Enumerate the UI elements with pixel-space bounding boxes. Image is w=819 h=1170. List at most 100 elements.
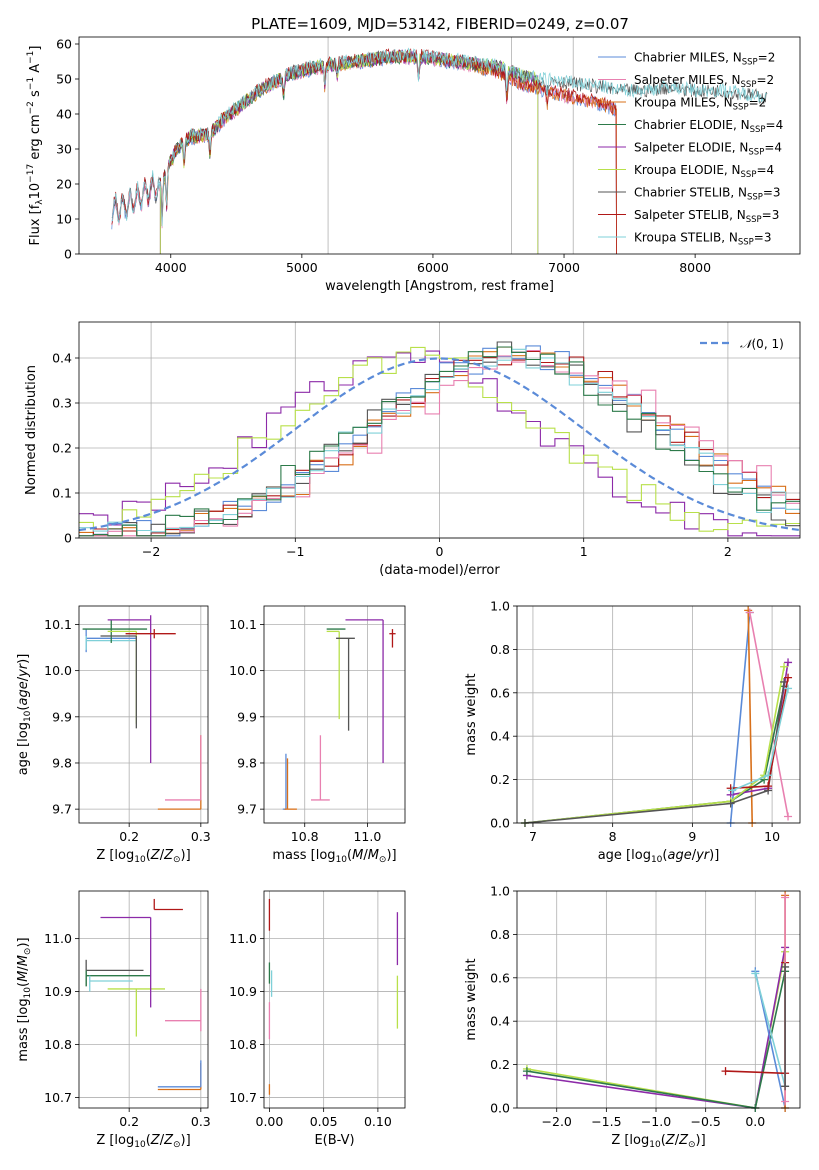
x-tick-label: −1 [286, 544, 304, 559]
x-axis-label: wavelength [Angstrom, rest frame] [325, 279, 554, 294]
mass-weight-marker [784, 658, 793, 667]
x-tick-label: 7000 [548, 260, 580, 275]
y-tick-label: 10.1 [229, 617, 257, 632]
axes-frame [263, 605, 406, 824]
y-tick-label: 10.0 [44, 663, 72, 678]
mass-weight-series [524, 686, 785, 824]
panel-age-vs-mass: 10.8 11.0 9.7 9.8 9.9 10.0 10.1 mass [log10(M/M… [229, 605, 406, 865]
x-tick-label: 11.0 [353, 829, 381, 844]
legend-label: Chabrier MILES, NSSP=2 [634, 51, 775, 68]
y-tick-label: 11.0 [229, 931, 257, 946]
mass-weight-marker [781, 893, 790, 902]
x-tick-label: 6000 [417, 260, 449, 275]
x-tick-label: 0.00 [256, 1114, 284, 1129]
mass-weight-marker [780, 662, 789, 671]
y-tick-label: 20 [56, 177, 72, 192]
axes-frame [516, 890, 801, 1109]
mass-weight-series [524, 666, 785, 824]
mass-weight-marker [764, 782, 773, 791]
y-tick-label: 10.9 [44, 984, 72, 999]
axes-frame [78, 36, 801, 255]
legend-label: 𝒩(0, 1) [740, 337, 784, 351]
y-tick-label: 0.4 [52, 351, 72, 366]
x-tick-label: 5000 [286, 260, 318, 275]
x-tick-label: 0.3 [191, 1114, 211, 1129]
y-tick-label: 0.2 [490, 772, 510, 787]
y-tick-label: 0.8 [490, 927, 510, 942]
mass-weight-series [754, 973, 786, 1087]
legend-label: Salpeter STELIB, NSSP=3 [634, 208, 779, 225]
mass-weight-marker [784, 684, 793, 693]
spectrum-line [111, 47, 768, 227]
x-tick-label: 0.2 [119, 1114, 139, 1129]
y-tick-label: 10.7 [44, 1090, 72, 1105]
mass-weight-marker [745, 608, 754, 617]
y-tick-label: 0.3 [52, 396, 72, 411]
axes-frame [516, 605, 801, 824]
y-tick-label: 1.0 [490, 884, 510, 899]
histogram-series [79, 348, 800, 533]
y-axis-label: mass weight [464, 673, 479, 755]
x-tick-label: −0.5 [690, 1114, 720, 1129]
y-tick-label: 11.0 [44, 931, 72, 946]
x-axis-label: Z [log10(Z/Z⊙)] [611, 1133, 705, 1150]
x-tick-label: 4000 [155, 260, 187, 275]
y-tick-label: 0 [64, 531, 72, 546]
y-axis-label: mass [log10(M/M⊙)] [16, 937, 33, 1061]
spectrum-line [111, 50, 617, 255]
mass-weight-marker [781, 1082, 790, 1091]
axes-frame [78, 890, 209, 1109]
y-tick-label: 0.0 [490, 1101, 510, 1116]
mass-weight-marker [728, 786, 737, 795]
y-tick-label: 0.4 [490, 729, 510, 744]
axes-frame [78, 321, 801, 539]
x-axis-label: Z [log10(Z/Z⊙)] [96, 1133, 190, 1150]
y-tick-label: 0.2 [52, 441, 72, 456]
y-tick-label: 10 [56, 212, 72, 227]
spectrum-line [159, 50, 539, 254]
x-tick-label: 7 [529, 829, 537, 844]
y-tick-label: 9.8 [237, 755, 257, 770]
mass-weight-marker [781, 1097, 790, 1106]
x-tick-label: 0.3 [191, 829, 211, 844]
x-axis-label: Z [log10(Z/Z⊙)] [96, 848, 190, 865]
legend-label: Chabrier ELODIE, NSSP=4 [634, 118, 783, 135]
mass-weight-series [749, 612, 789, 817]
y-tick-label: 0 [64, 247, 72, 262]
legend-label: Salpeter ELODIE, NSSP=4 [634, 141, 782, 158]
y-axis-label: age [log10(age/yr)] [16, 654, 33, 776]
y-tick-label: 0.0 [490, 816, 510, 831]
mass-weight-series [524, 681, 785, 824]
x-tick-label: 0.10 [364, 1114, 392, 1129]
spectrum-line [111, 48, 617, 255]
y-tick-label: 10.8 [44, 1037, 72, 1052]
x-tick-label: 0.2 [119, 829, 139, 844]
y-tick-label: 0.6 [490, 685, 510, 700]
y-axis-label: Flux [fλ10−17 erg cm−2 s−1 A−1] [26, 46, 45, 246]
y-tick-label: 10.8 [229, 1037, 257, 1052]
spectrum-line [159, 49, 539, 254]
y-tick-label: 0.6 [490, 970, 510, 985]
x-tick-label: 9 [688, 829, 696, 844]
x-axis-label: E(B-V) [314, 1133, 354, 1148]
x-tick-label: −2.0 [542, 1114, 572, 1129]
mass-weight-marker [721, 1067, 730, 1076]
x-axis-label: mass [log10(M/M⊙)] [272, 848, 396, 865]
y-tick-label: 50 [56, 72, 72, 87]
axes-frame [78, 605, 209, 824]
y-tick-label: 9.7 [52, 802, 72, 817]
panel-residuals: −2 −1 0 1 2 0 0.1 0.2 0.3 0.4 (data-model)/error No… [24, 321, 801, 578]
x-tick-label: 2 [724, 544, 732, 559]
panel-mass-vs-z: 0.2 0.3 10.7 10.8 10.9 11.0 Z [log10(Z/Z⊙)] mas… [16, 890, 211, 1150]
x-axis-label: (data-model)/error [379, 563, 500, 578]
normal-curve [78, 357, 801, 532]
y-tick-label: 0.8 [490, 642, 510, 657]
x-tick-label: 10.8 [291, 829, 319, 844]
y-axis-label: mass weight [464, 958, 479, 1040]
histogram-series [79, 346, 800, 536]
x-tick-label: −1.0 [641, 1114, 671, 1129]
mass-weight-marker [522, 1067, 531, 1076]
panel-age-vs-z: 0.2 0.3 9.7 9.8 9.9 10.0 10.1 Z [log10(Z/Z⊙)] ag… [16, 605, 211, 865]
spectrum-line [159, 49, 539, 254]
x-tick-label: 10 [764, 829, 780, 844]
